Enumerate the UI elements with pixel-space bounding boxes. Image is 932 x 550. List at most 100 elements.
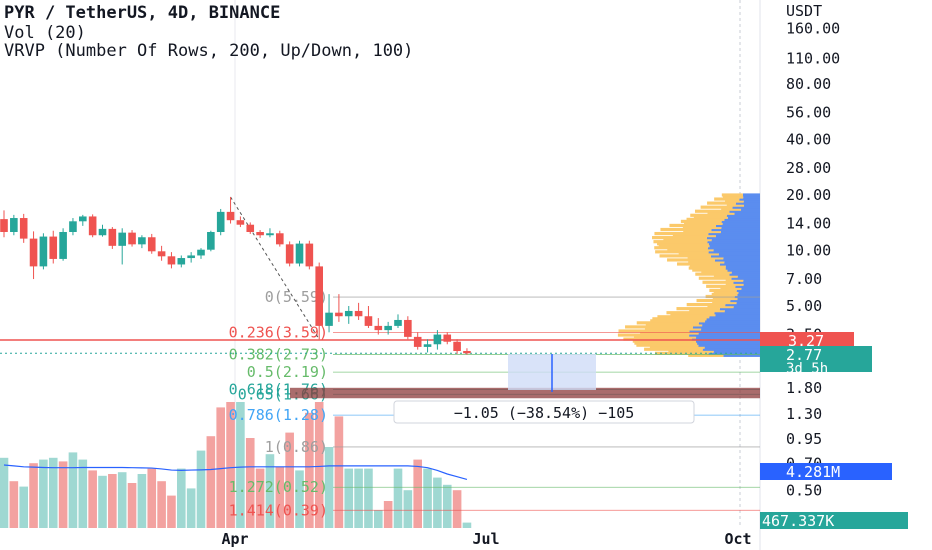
volume-bar: [127, 483, 137, 528]
fib-level-label: 1.414(0.39): [229, 501, 328, 519]
volume-bar: [167, 495, 176, 528]
vrvp-row-up: [618, 329, 690, 333]
candle-body: [226, 211, 235, 221]
vrvp-row-down: [698, 343, 760, 347]
vrvp-row-up: [669, 223, 716, 228]
vrvp-row-down: [733, 305, 760, 309]
vrvp-row-up: [694, 209, 730, 213]
vrvp-row-down: [737, 292, 760, 297]
vrvp-row-down: [741, 286, 760, 290]
vrvp-row-down: [701, 327, 760, 331]
volume-bar: [442, 484, 452, 528]
vrvp-row-down: [721, 219, 760, 223]
vrvp-row-down: [736, 288, 760, 292]
vrvp-row-down: [720, 229, 760, 234]
vrvp-row-up: [672, 233, 716, 238]
vrvp-row-up: [655, 250, 709, 254]
vrvp-row-up: [701, 270, 732, 274]
vrvp-row-up: [688, 266, 726, 270]
candle-body: [364, 316, 373, 326]
vrvp-row-down: [733, 280, 760, 284]
vrvp-row-down: [697, 341, 760, 345]
candle-body: [39, 236, 48, 267]
vrvp-row-down: [731, 270, 760, 274]
current-price-badge[interactable]: [760, 346, 872, 372]
volume-bar: [354, 468, 363, 528]
candle-body: [325, 312, 333, 326]
volume-bar: [374, 510, 383, 528]
vrvp-row-down: [696, 339, 760, 343]
volume-bar: [452, 490, 462, 528]
price-axis-label: 40.00: [786, 131, 831, 149]
vrvp-row-up: [617, 333, 690, 337]
volume-bar: [314, 402, 324, 528]
candle-body: [59, 231, 67, 259]
candle-body: [138, 237, 146, 245]
vrvp-row-up: [725, 199, 744, 203]
candle-body: [394, 319, 402, 326]
vrvp-indicator-label[interactable]: VRVP (Number Of Rows, 200, Up/Down, 100): [4, 41, 414, 61]
volume-bar: [117, 472, 127, 528]
vrvp-row-down: [725, 266, 760, 270]
candle-body: [118, 232, 126, 246]
vrvp-row-up: [636, 321, 699, 325]
volume-bar: [334, 416, 344, 528]
volume-bar: [196, 450, 206, 528]
volume-bar: [275, 466, 285, 528]
last-price-badge[interactable]: [760, 332, 854, 348]
candle-body: [374, 325, 383, 331]
vrvp-row-up: [706, 284, 736, 288]
vrvp-row-down: [708, 250, 760, 254]
vrvp-row-down: [711, 227, 760, 232]
volume-bar: [364, 468, 373, 528]
vrvp-row-up: [659, 254, 712, 258]
vrvp-row-down: [715, 313, 760, 317]
volume-bar: [305, 412, 314, 528]
candle-body: [108, 228, 117, 246]
vrvp-row-up: [636, 343, 699, 347]
candle-body: [354, 310, 363, 317]
measure-label: −1.05 (−38.54%) −105: [454, 404, 635, 422]
price-axis-label: 20.00: [786, 186, 831, 204]
current-price-badge-text: 2.77: [786, 346, 822, 364]
vrvp-row-down: [731, 276, 760, 280]
volume-ma-badge[interactable]: [760, 463, 892, 480]
vrvp-row-up: [657, 242, 709, 246]
vrvp-row-up: [644, 347, 703, 351]
vrvp-row-down: [713, 349, 760, 353]
vrvp-row-down: [702, 323, 760, 327]
vrvp-row-down: [721, 225, 760, 230]
symbol-title[interactable]: PYR / TetherUS, 4D, BINANCE: [4, 3, 281, 23]
vrvp-row-up: [667, 248, 714, 252]
candle-body: [49, 236, 58, 259]
vrvp-row-down: [689, 333, 760, 337]
vrvp-row-up: [725, 278, 744, 282]
vrvp-row-up: [652, 236, 707, 240]
volume-bar: [423, 468, 432, 528]
volume-badge-text: 467.337K: [762, 512, 834, 530]
vrvp-row-down: [724, 309, 760, 313]
vrvp-row-down: [743, 282, 760, 286]
volume-bar: [9, 481, 19, 528]
volume-badge[interactable]: [760, 512, 908, 529]
vrvp-row-down: [729, 272, 760, 276]
fib-level-label: 1(0.86): [265, 438, 328, 456]
volume-bar: [462, 522, 472, 528]
vrvp-row-down: [737, 296, 760, 301]
volume-indicator-label[interactable]: Vol (20): [4, 23, 86, 43]
vrvp-row-up: [711, 292, 738, 297]
vrvp-row-up: [713, 274, 738, 278]
candle-body: [256, 231, 264, 236]
vrvp-row-down: [732, 205, 760, 209]
vrvp-row-down: [708, 242, 760, 246]
volume-bar: [186, 488, 196, 528]
candle-body: [216, 211, 225, 232]
vrvp-row-down: [719, 307, 760, 311]
vrvp-row-up: [687, 256, 724, 260]
vrvp-row-down: [724, 217, 760, 221]
vrvp-row-up: [645, 323, 703, 327]
countdown-badge-text: 3d 5h: [786, 361, 828, 377]
vrvp-row-up: [652, 317, 707, 321]
vrvp-row-up: [654, 231, 709, 236]
